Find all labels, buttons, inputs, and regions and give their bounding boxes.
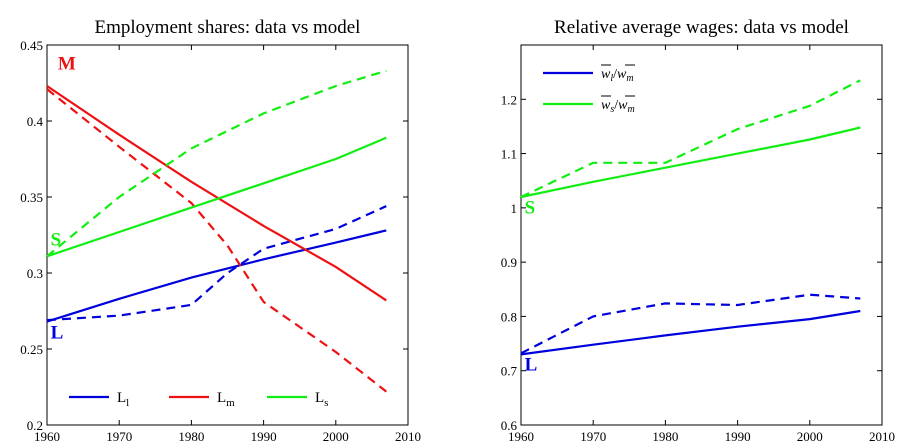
y-tick-label: 0.2 [27,418,43,433]
y-tick-label: 1.2 [501,92,517,107]
x-tick-label: 1970 [106,429,132,444]
chart-title: Relative average wages: data vs model [554,17,849,38]
y-tick-label: 0.45 [20,38,43,53]
series-line-model-wl [520,309,861,356]
y-tick-label: 0.6 [501,418,518,433]
y-tick-label: 0.4 [27,114,44,129]
legend-label: ws/wm [601,98,635,115]
series-line-data-s [46,69,387,258]
y-tick-label: 0.3 [27,266,43,281]
y-tick-label: 0.9 [501,255,517,270]
legend-label: Lm [217,390,235,409]
x-tick-label: 2010 [395,429,421,444]
relative-wages-chart: Relative average wages: data vs model 196… [501,17,895,444]
annotation-s: S [51,230,62,251]
series-line-data-ws [520,79,861,198]
x-tick-label: 1990 [725,429,751,444]
legend-label: Ls [315,390,328,409]
x-tick-label: 2000 [323,429,349,444]
x-tick-label: 1960 [34,429,60,444]
x-tick-label: 2010 [869,429,895,444]
x-tick-label: 1990 [251,429,277,444]
x-tick-label: 1970 [580,429,606,444]
annotation-s: S [525,197,536,218]
series-line-model-m [46,85,387,302]
series-line-data-wl [520,293,861,355]
legend: Ll Lm Ls [69,390,328,409]
x-tick-label: 1980 [652,429,678,444]
plot-area [46,44,409,426]
y-tick-label: 1 [511,201,518,216]
y-tick-label: 0.7 [501,364,518,379]
annotation-l: L [51,322,64,343]
y-tick-label: 0.35 [20,190,43,205]
series-line-model-ws [520,126,861,199]
x-tick-label: 1960 [508,429,534,444]
chart-title: Employment shares: data vs model [95,17,361,38]
legend: wl/wm ws/wm [543,64,635,115]
y-tick-label: 0.25 [20,342,43,357]
annotation-l: L [525,355,538,376]
annotation-m: M [58,53,76,74]
series-line-data-m [46,88,387,393]
series-line-data-l [46,205,387,322]
x-tick-label: 2000 [797,429,823,444]
plot-area [520,44,883,426]
legend-label: Ll [117,390,129,409]
y-tick-label: 0.8 [501,309,517,324]
y-tick-label: 1.1 [501,147,517,162]
x-tick-label: 1980 [178,429,204,444]
series-line-model-s [46,136,387,258]
employment-shares-chart: Employment shares: data vs model 1960 1970… [20,17,421,444]
legend-label: wl/wm [601,67,634,84]
series-line-model-l [46,229,387,323]
